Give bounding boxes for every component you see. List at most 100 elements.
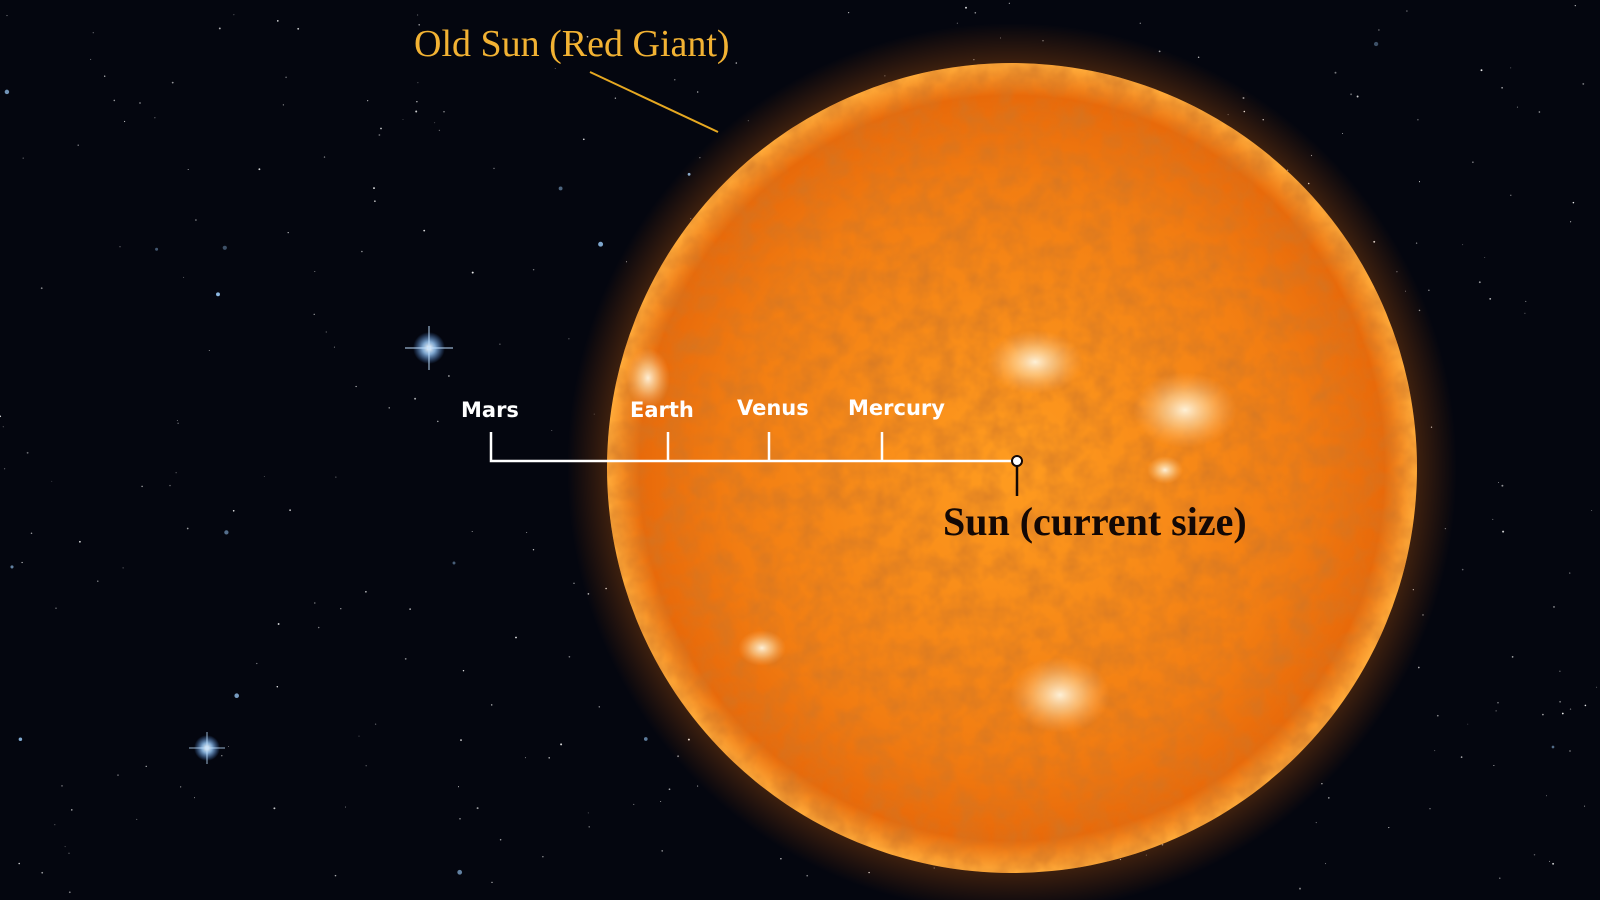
star-dot (660, 801, 662, 803)
planet-label-mercury: Mercury (848, 396, 945, 420)
star-dot (345, 806, 346, 808)
star-dot (325, 331, 327, 333)
star-dot (633, 803, 635, 805)
star-dot (263, 475, 265, 477)
star-dot (1510, 194, 1512, 196)
star-dot (643, 737, 648, 741)
star-dot (674, 79, 676, 81)
star-dot (499, 838, 502, 841)
star-dot (276, 20, 279, 22)
star-dot (77, 144, 79, 146)
planet-label-venus: Venus (737, 396, 809, 420)
star-dot (18, 862, 21, 865)
star-dot (1549, 860, 1551, 862)
star-dot (1197, 56, 1200, 59)
star-dot (90, 58, 92, 60)
star-dot (1493, 765, 1495, 766)
star-dot (358, 735, 360, 737)
star-dot (18, 737, 23, 741)
current-sun-marker (1011, 455, 1023, 467)
star-dot (22, 157, 24, 159)
star-dot (1484, 257, 1486, 258)
star-dot (1008, 2, 1010, 4)
star-dot (1570, 221, 1572, 223)
star-dot (443, 111, 445, 113)
star-dot (1356, 95, 1359, 98)
star-dot (221, 755, 223, 757)
star-dot (367, 100, 369, 102)
star-dot (524, 757, 526, 759)
star-dot (68, 852, 70, 854)
star-dot (415, 110, 418, 113)
star-dot (1551, 745, 1555, 749)
star-dot (1495, 710, 1497, 712)
star-dot (1462, 244, 1464, 246)
star-dot (1492, 518, 1494, 520)
star-dot (1569, 708, 1572, 710)
star-dot (374, 200, 376, 202)
star-dot (1501, 484, 1504, 487)
star-dot (1315, 822, 1317, 824)
star-dot (194, 797, 195, 799)
star-dot (1542, 713, 1544, 716)
star-dot (256, 662, 258, 665)
star-dot (340, 608, 342, 610)
star-dot (1434, 750, 1436, 752)
star-dot (1596, 686, 1598, 688)
star-dot (41, 871, 44, 874)
star-dot (104, 75, 106, 77)
star-dot (234, 693, 239, 698)
star-dot (208, 349, 210, 352)
star-dot (175, 472, 177, 474)
star-dot (1467, 723, 1469, 725)
star-dot (565, 50, 569, 54)
star-dot (289, 509, 291, 512)
star-dot (458, 786, 459, 788)
star-dot (1552, 862, 1555, 865)
star-dot (10, 565, 14, 569)
star-dot (1461, 568, 1464, 571)
star-dot (417, 82, 419, 84)
star-dot (187, 168, 189, 171)
star-dot (145, 765, 147, 767)
star-dot (276, 686, 279, 688)
star-dot (1501, 87, 1503, 89)
star-dot (1327, 797, 1330, 799)
star-dot (560, 743, 563, 746)
star-dot (476, 807, 479, 810)
star-dot (55, 607, 57, 609)
star-dot (380, 127, 382, 130)
planet-label-mars: Mars (461, 398, 519, 422)
star-dot (176, 419, 178, 421)
star-dot (1417, 666, 1420, 669)
star-dot (457, 869, 463, 875)
star-dot (122, 567, 124, 569)
star-dot (417, 14, 419, 16)
current-sun-label: Sun (current size) (943, 499, 1247, 544)
star-dot (402, 119, 404, 120)
star-dot (218, 27, 221, 30)
star-dot (373, 187, 375, 190)
star-dot (697, 785, 699, 787)
star-dot (1533, 854, 1536, 856)
star-dot (51, 480, 53, 482)
star-dot (416, 101, 418, 103)
star-dot (355, 385, 357, 388)
star-dot (1525, 300, 1527, 302)
bright-star (189, 732, 225, 764)
star-dot (1139, 22, 1141, 24)
star-dot (285, 76, 287, 79)
star-dot (365, 590, 367, 593)
star-dot (1584, 805, 1586, 807)
star-dot (68, 891, 71, 894)
star-dot (847, 11, 850, 14)
star-dot (1472, 161, 1474, 163)
star-dot (323, 156, 326, 158)
star-dot (668, 788, 671, 791)
title-leader-line (589, 71, 719, 133)
star-dot (183, 276, 185, 278)
star-dot (61, 785, 63, 787)
star-dot (582, 138, 585, 141)
star-dot (113, 99, 116, 102)
